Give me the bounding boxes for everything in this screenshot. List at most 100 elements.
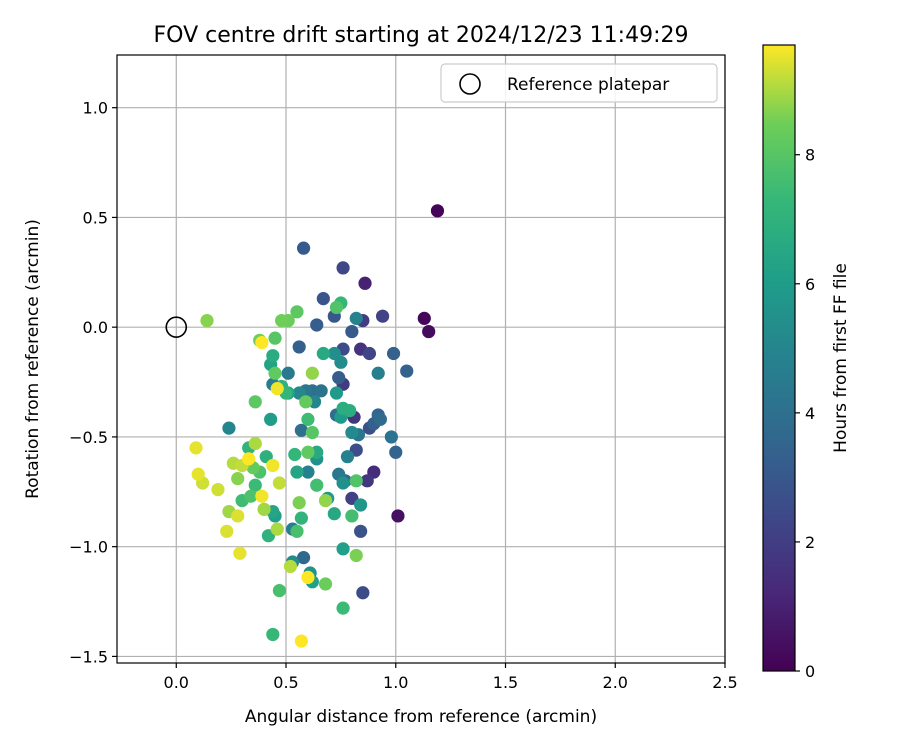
- y-tick-label: 0.5: [83, 208, 108, 227]
- data-points: [189, 204, 445, 648]
- data-point: [360, 474, 374, 488]
- data-point: [266, 349, 280, 363]
- data-point: [233, 546, 247, 560]
- colorbar: 0 2 4 6 8 Hours from first FF file: [762, 44, 851, 681]
- y-tick-label: −0.5: [69, 428, 108, 447]
- data-point: [283, 559, 298, 574]
- data-point: [340, 450, 355, 464]
- data-point: [318, 493, 333, 508]
- colorbar-tick-label: 8: [805, 146, 815, 165]
- x-axis-ticks: 0.0 0.5 1.0 1.5 2.0 2.5: [164, 663, 738, 692]
- y-tick-label: −1.0: [69, 538, 108, 557]
- data-point: [310, 478, 324, 492]
- x-axis-label: Angular distance from reference (arcmin): [245, 707, 597, 727]
- data-point: [305, 425, 319, 440]
- data-point: [292, 340, 306, 354]
- data-point: [336, 542, 350, 556]
- data-point: [290, 465, 304, 479]
- legend-label: Reference platepar: [507, 75, 669, 95]
- data-point: [400, 364, 414, 378]
- data-point: [310, 318, 324, 332]
- data-point: [356, 586, 370, 600]
- data-point: [305, 366, 319, 380]
- data-point: [336, 476, 350, 490]
- data-point: [345, 324, 359, 339]
- data-point: [345, 509, 359, 523]
- colorbar-tick-label: 6: [805, 275, 815, 294]
- data-point: [220, 524, 234, 538]
- data-point: [391, 509, 405, 523]
- grid: [117, 55, 726, 663]
- data-point: [244, 489, 258, 503]
- data-point: [349, 474, 363, 488]
- data-point: [231, 509, 245, 523]
- data-point: [266, 458, 280, 473]
- data-point: [362, 346, 377, 361]
- data-point: [288, 447, 302, 462]
- data-point: [386, 346, 401, 361]
- colorbar-gradient: [762, 44, 796, 672]
- data-point: [354, 524, 368, 538]
- colorbar-tick-label: 4: [805, 404, 815, 423]
- data-point: [290, 524, 304, 538]
- data-point: [299, 395, 313, 409]
- data-point: [327, 507, 341, 521]
- data-point: [200, 313, 214, 328]
- data-point: [422, 324, 436, 339]
- data-point: [358, 276, 372, 290]
- data-point: [301, 412, 315, 426]
- plot-frame: [116, 54, 726, 664]
- y-tick-label: 1.0: [83, 99, 108, 118]
- data-point: [314, 384, 328, 398]
- colorbar-ticks: 0 2 4 6 8: [795, 146, 815, 681]
- legend-marker: [459, 73, 481, 95]
- data-point: [384, 430, 398, 444]
- data-point: [316, 346, 330, 361]
- data-point: [343, 403, 357, 418]
- data-point: [296, 241, 311, 255]
- data-point: [242, 452, 256, 466]
- data-point: [373, 412, 387, 426]
- colorbar-tick-label: 2: [805, 533, 815, 552]
- y-tick-label: 0.0: [83, 318, 108, 337]
- data-point: [294, 634, 308, 648]
- data-point: [354, 498, 368, 512]
- data-point: [349, 548, 363, 563]
- legend: Reference platepar: [440, 63, 718, 103]
- data-point: [332, 371, 346, 385]
- data-point: [294, 511, 308, 525]
- data-point: [375, 309, 390, 323]
- data-point: [272, 583, 287, 598]
- data-point: [255, 489, 269, 503]
- data-point: [294, 423, 308, 437]
- data-point: [275, 313, 289, 328]
- x-tick-label: 1.5: [493, 673, 518, 692]
- legend-box: [440, 63, 718, 103]
- data-point: [296, 551, 311, 565]
- data-point: [268, 366, 282, 380]
- reference-marker: [165, 316, 188, 338]
- x-tick-label: 0.0: [164, 673, 189, 692]
- data-point: [248, 436, 262, 451]
- data-point: [318, 577, 333, 591]
- data-point: [272, 476, 287, 490]
- data-point: [268, 331, 282, 345]
- y-axis-ticks: −1.5 −1.0 −0.5 0.0 0.5 1.0: [69, 99, 117, 666]
- chart-title: FOV centre drift starting at 2024/12/23 …: [154, 23, 689, 48]
- data-point: [189, 441, 203, 455]
- data-point: [281, 366, 295, 380]
- data-point: [290, 305, 304, 319]
- data-point: [389, 445, 403, 459]
- data-point: [301, 465, 315, 479]
- data-point: [248, 478, 262, 492]
- data-point: [257, 502, 271, 516]
- data-point: [417, 311, 431, 325]
- data-point: [264, 412, 278, 426]
- data-point: [292, 496, 306, 510]
- colorbar-tick-label: 0: [805, 662, 815, 681]
- data-point: [336, 601, 350, 615]
- data-point: [270, 522, 284, 536]
- x-tick-label: 1.0: [383, 673, 408, 692]
- data-point: [301, 570, 315, 584]
